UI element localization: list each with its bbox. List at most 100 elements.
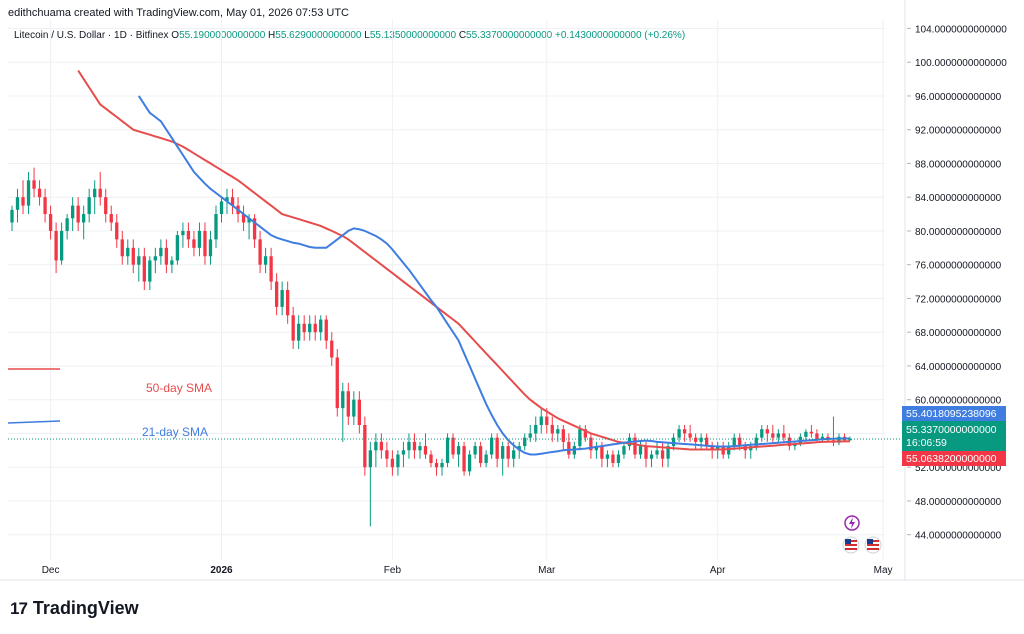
candle-body: [550, 425, 554, 434]
sma21-label: 21-day SMA: [142, 425, 208, 439]
candle-down: [682, 425, 687, 442]
us-flag-icon[interactable]: [864, 536, 882, 554]
candle-body: [782, 433, 786, 438]
candle-up: [82, 205, 86, 240]
candle-up: [539, 408, 543, 434]
candle-up: [219, 197, 224, 223]
candle-down: [192, 230, 196, 257]
candle-down: [412, 433, 417, 459]
candle-up: [87, 188, 91, 223]
tradingview-logo[interactable]: 17 TradingView: [10, 598, 139, 619]
candle-down: [826, 433, 830, 442]
sma50-price-value: 55.0638200000000: [906, 453, 997, 465]
lightning-icon[interactable]: [844, 515, 860, 531]
candle-body: [54, 230, 58, 261]
candle-body: [32, 180, 36, 189]
candle-body: [37, 188, 42, 198]
candle-down: [782, 425, 786, 442]
candle-body: [837, 436, 841, 443]
candle-up: [622, 441, 626, 459]
candle-body: [710, 446, 714, 451]
candle-up: [401, 441, 406, 468]
y-tick-label: 68.0000000000000: [915, 328, 1002, 339]
candle-up: [440, 458, 444, 476]
candle-body: [589, 437, 593, 451]
candle-body: [738, 437, 742, 447]
candle-body: [335, 357, 339, 409]
candle-body: [21, 197, 25, 206]
candle-body: [583, 429, 588, 438]
candle-body: [186, 230, 191, 240]
candle-up: [308, 315, 312, 341]
candle-up: [732, 433, 736, 451]
candle-up: [352, 391, 356, 425]
symbol-name[interactable]: Litecoin / U.S. Dollar · 1D · Bitfinex: [14, 30, 169, 41]
candle-body: [440, 462, 444, 468]
candle-down: [120, 230, 124, 265]
candle-down: [451, 433, 455, 459]
candle-down: [385, 441, 389, 468]
candle-down: [186, 222, 191, 248]
sma21-price-value: 55.4018095238096: [906, 408, 997, 420]
candle-down: [583, 425, 588, 442]
candle-body: [754, 437, 758, 447]
candle-body: [181, 230, 185, 236]
price-axis[interactable]: 104.0000000000000 100.0000000000000 96.000…: [904, 0, 1007, 580]
candle-body: [159, 247, 163, 257]
candle-body: [611, 454, 615, 463]
low-label: L: [364, 30, 370, 41]
x-tick-label: 2026: [210, 565, 233, 576]
candle-down: [611, 450, 615, 468]
candle-body: [219, 201, 224, 215]
candle-up: [137, 247, 141, 282]
x-tick-label: Feb: [384, 565, 402, 576]
time-axis[interactable]: Dec 2026 Feb Mar Apr May: [0, 565, 1024, 581]
y-tick-label: 96.0000000000000: [915, 92, 1002, 103]
candle-body: [495, 437, 499, 459]
candle-body: [214, 214, 218, 240]
x-tick-label: Dec: [42, 565, 60, 576]
candle-up: [820, 433, 825, 442]
candle-body: [401, 450, 406, 455]
candle-down: [771, 425, 775, 442]
candle-body: [534, 425, 538, 434]
last-price-tag: [902, 421, 1006, 451]
candle-body: [258, 239, 262, 265]
candle-down: [429, 450, 433, 468]
candle-body: [308, 323, 312, 333]
candle-up: [501, 441, 505, 476]
candle-body: [352, 399, 356, 417]
candle-body: [451, 437, 455, 455]
candle-up: [93, 180, 97, 215]
candle-down: [164, 239, 169, 274]
candle-down: [705, 433, 709, 451]
candle-body: [43, 197, 47, 215]
candle-body: [523, 437, 527, 447]
candle-body: [346, 391, 350, 417]
candle-body: [164, 247, 169, 265]
candles: [10, 167, 852, 527]
candle-body: [274, 281, 279, 307]
candle-up: [159, 239, 163, 265]
candle-down: [495, 433, 499, 468]
candle-down: [48, 205, 53, 240]
candle-down: [550, 416, 554, 442]
candle-down: [693, 433, 698, 451]
y-tick-label: 52.0000000000000: [915, 463, 1002, 474]
us-flag-icon[interactable]: [842, 536, 860, 554]
candle-body: [286, 290, 290, 316]
candle-body: [820, 436, 825, 440]
candle-down: [357, 391, 361, 434]
x-tick-label: Apr: [710, 565, 726, 576]
candle-body: [622, 446, 626, 455]
candle-body: [104, 197, 108, 215]
candle-down: [434, 458, 439, 476]
candle-down: [274, 273, 279, 316]
candle-down: [286, 281, 290, 324]
candle-body: [313, 323, 317, 333]
candle-body: [230, 197, 235, 206]
candle-body: [716, 446, 720, 451]
candle-up: [616, 450, 621, 468]
x-tick-label: Mar: [538, 565, 556, 576]
